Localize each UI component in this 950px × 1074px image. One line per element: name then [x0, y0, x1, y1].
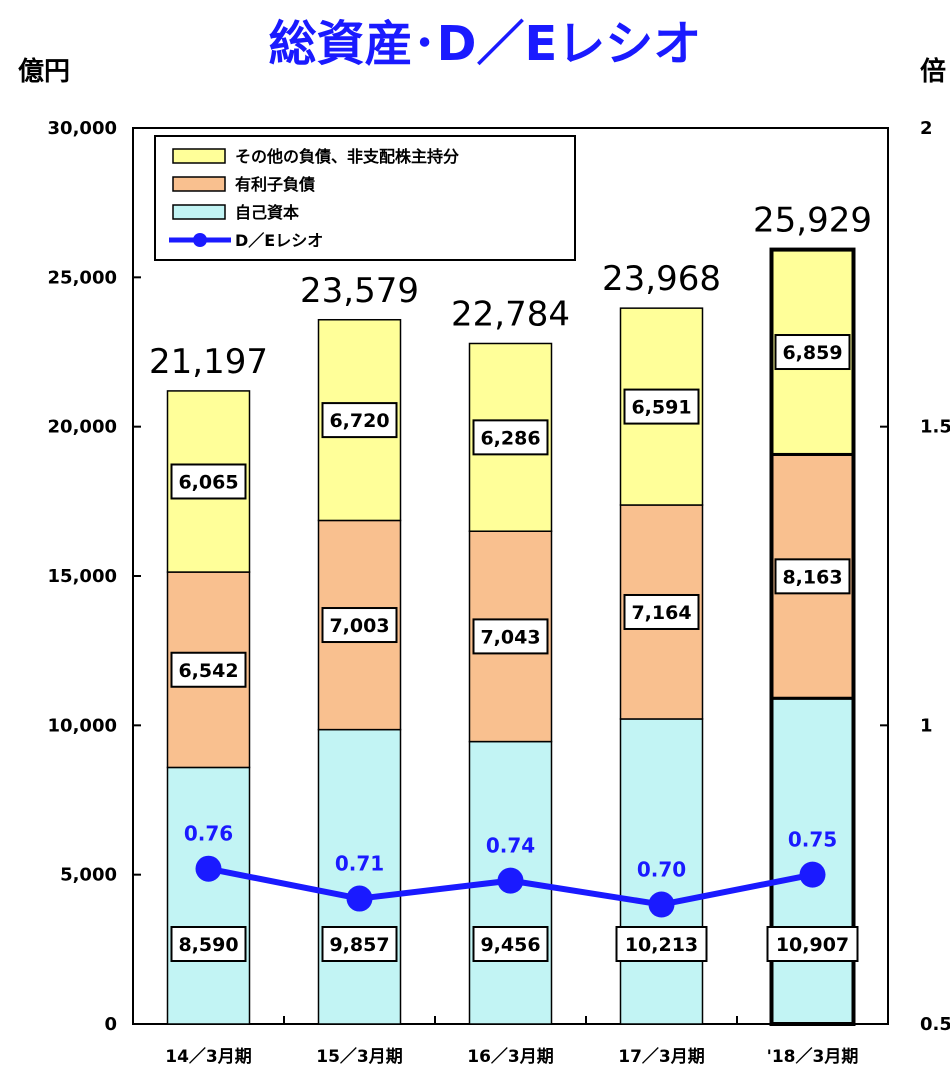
- segment-label-box: [623, 593, 700, 630]
- de-ratio-point: [648, 891, 675, 918]
- legend-label: 自己資本: [235, 203, 299, 222]
- segment-value-label: 8,590: [178, 934, 238, 956]
- segment-value-label: 6,065: [178, 471, 238, 493]
- total-value-label: 23,968: [602, 259, 721, 299]
- legend-label: 有利子負債: [235, 175, 315, 194]
- segment-label-box: [774, 558, 851, 595]
- left-tick-label: 25,000: [48, 267, 117, 288]
- plot-area: 0 5,000 10,000 15,000 20,000 25,000 30,000 0.5 1…: [48, 118, 950, 1067]
- legend-swatch-debt: [172, 176, 226, 192]
- right-axis-unit: 倍: [920, 56, 946, 87]
- category-label: 16／3月期: [467, 1046, 554, 1067]
- left-tick-label: 10,000: [48, 715, 117, 736]
- left-tick-label: 15,000: [48, 566, 117, 587]
- left-tick-label: 20,000: [48, 417, 117, 438]
- right-tick-label: 1: [920, 715, 933, 736]
- total-value-label: 22,784: [451, 295, 570, 335]
- category-label: 14／3月期: [165, 1046, 252, 1067]
- de-ratio-point: [799, 861, 826, 888]
- segment-value-label: 6,591: [631, 397, 691, 419]
- right-tick-label: 2: [920, 118, 933, 139]
- bar-segment-equity: [317, 728, 402, 1025]
- left-tick-label: 30,000: [48, 118, 117, 139]
- legend-swatch-other: [172, 148, 226, 164]
- category-label: '18／3月期: [767, 1046, 859, 1067]
- left-tick-label: 5,000: [60, 865, 117, 886]
- de-ratio-label: 0.74: [486, 834, 535, 858]
- segment-label-box: [472, 926, 549, 962]
- total-value-label: 21,197: [149, 342, 268, 382]
- segment-label-box: [170, 463, 247, 500]
- right-tick-label: 0.5: [920, 1014, 950, 1035]
- segment-value-label: 10,213: [625, 934, 698, 956]
- segment-value-label: 7,043: [480, 626, 540, 648]
- bar-segment-equity: [166, 766, 251, 1025]
- de-ratio-label: 0.76: [184, 822, 233, 846]
- segment-label-box: [766, 926, 859, 962]
- category-label: 15／3月期: [316, 1046, 403, 1067]
- bar-segment-equity: [770, 696, 855, 1026]
- de-ratio-point: [195, 855, 222, 882]
- de-ratio-label: 0.70: [637, 858, 686, 882]
- legend-label: D／Eレシオ: [235, 231, 323, 250]
- bar-highlight-outline: [769, 247, 856, 1026]
- segment-value-label: 7,164: [631, 602, 691, 624]
- chart-title: 総資産･D／Eレシオ: [269, 16, 702, 72]
- category-label: 17／3月期: [618, 1046, 705, 1067]
- segment-value-label: 6,542: [178, 660, 238, 682]
- segment-label-box: [321, 402, 398, 439]
- total-value-label: 23,579: [300, 271, 419, 311]
- segment-value-label: 10,907: [776, 934, 849, 956]
- segment-value-label: 8,163: [782, 566, 842, 588]
- segment-label-box: [170, 926, 247, 962]
- legend-label: その他の負債、非支配株主持分: [235, 147, 459, 166]
- legend-line-marker: [193, 233, 207, 247]
- segment-label-box: [472, 618, 549, 655]
- total-value-label: 25,929: [753, 201, 872, 241]
- segment-value-label: 9,456: [480, 934, 540, 956]
- left-tick-label: 0: [104, 1014, 117, 1035]
- segment-label-box: [615, 926, 708, 962]
- segment-label-box: [321, 607, 398, 644]
- segment-value-label: 6,286: [480, 427, 540, 449]
- legend-swatch-equity: [172, 204, 226, 220]
- bar-segment-equity: [619, 718, 704, 1025]
- de-ratio-point: [497, 867, 524, 894]
- segment-value-label: 6,720: [329, 410, 389, 432]
- segment-value-label: 9,857: [329, 934, 389, 956]
- segment-label-box: [170, 651, 247, 688]
- right-tick-label: 1.5: [920, 417, 950, 438]
- segment-value-label: 6,859: [782, 342, 842, 364]
- segment-value-label: 7,003: [329, 615, 389, 637]
- segment-label-box: [623, 388, 700, 425]
- left-axis-unit: 億円: [18, 57, 70, 87]
- de-ratio-label: 0.71: [335, 852, 384, 876]
- segment-label-box: [774, 334, 851, 371]
- segment-label-box: [321, 926, 398, 962]
- segment-label-box: [472, 419, 549, 456]
- de-ratio-label: 0.75: [788, 828, 837, 852]
- de-ratio-point: [346, 885, 373, 912]
